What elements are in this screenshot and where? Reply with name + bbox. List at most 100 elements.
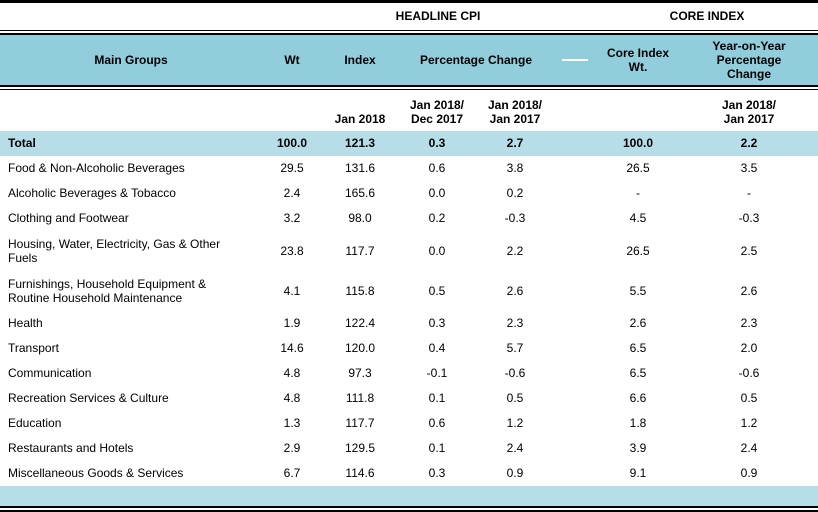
core-wt-value: 26.5 [626, 161, 650, 176]
core-wt-value: 100.0 [622, 136, 654, 151]
divider-gap [0, 31, 818, 33]
row-label: Restaurants and Hotels [8, 441, 134, 456]
table-row: Education 1.3 117.7 0.6 1.2 1.8 1.2 [0, 411, 818, 436]
table-row: Clothing and Footwear 3.2 98.0 0.2 -0.3 … [0, 206, 818, 231]
yoy-value: 2.2 [506, 243, 524, 258]
wt-value: 4.1 [283, 283, 301, 298]
row-label: Food & Non-Alcoholic Beverages [8, 161, 185, 176]
mom-value: 0.1 [428, 441, 446, 456]
core-yoy-value: 2.6 [740, 283, 758, 298]
row-label: Clothing and Footwear [8, 211, 129, 226]
index-period-subheader: Jan 2018 [334, 111, 386, 126]
table-row: Miscellaneous Goods & Services 6.7 114.6… [0, 461, 818, 486]
mom-value: 0.3 [428, 466, 446, 481]
index-value: 97.3 [348, 366, 372, 381]
row-label: Housing, Water, Electricity, Gas & Other… [8, 236, 221, 265]
yoy-value: 3.8 [506, 161, 524, 176]
core-yoy-period-subheader: Jan 2018/ Jan 2017 [721, 97, 777, 126]
mom-value: 0.0 [428, 186, 446, 201]
core-yoy-value: 2.3 [740, 316, 758, 331]
yoy-value: 0.9 [506, 466, 524, 481]
core-wt-value: 5.5 [629, 283, 647, 298]
table-row: Alcoholic Beverages & Tobacco 2.4 165.6 … [0, 181, 818, 206]
wt-value: 100.0 [276, 136, 308, 151]
row-label: Miscellaneous Goods & Services [8, 466, 184, 481]
core-yoy-value: 2.0 [740, 341, 758, 356]
table-row: Housing, Water, Electricity, Gas & Other… [0, 231, 818, 271]
wt-value: 23.8 [280, 243, 304, 258]
core-wt-value: 9.1 [629, 466, 647, 481]
index-value: 115.8 [345, 283, 375, 298]
row-label: Alcoholic Beverages & Tobacco [8, 186, 176, 201]
index-value: 117.7 [345, 243, 375, 258]
row-label: Total [8, 136, 36, 151]
wt-value: 2.4 [283, 186, 301, 201]
core-wt-value: - [636, 186, 640, 201]
core-wt-value: 2.6 [629, 316, 647, 331]
wt-value: 4.8 [283, 366, 301, 381]
index-column-header: Index [344, 52, 376, 67]
yoy-percentage-change-column-header: Year-on-Year Percentage Change [712, 38, 786, 82]
core-wt-value: 6.5 [629, 366, 647, 381]
yoy-value: 2.6 [506, 283, 524, 298]
yoy-value: -0.3 [504, 211, 526, 226]
mom-value: 0.3 [428, 136, 446, 151]
mom-value: 0.3 [428, 316, 446, 331]
wt-value: 14.6 [280, 341, 304, 356]
core-wt-value: 1.8 [629, 416, 647, 431]
wt-value: 1.3 [283, 416, 301, 431]
core-yoy-value: 0.9 [740, 466, 758, 481]
footer-band [0, 486, 818, 506]
mom-value: 0.6 [428, 416, 446, 431]
mom-value: 0.1 [428, 391, 446, 406]
core-wt-value: 6.6 [629, 391, 647, 406]
index-value: 114.6 [345, 466, 375, 481]
white-dash-icon [562, 59, 588, 61]
row-label: Recreation Services & Culture [8, 391, 169, 406]
index-value: 98.0 [348, 211, 372, 226]
period-subheader-row: Jan 2018 Jan 2018/ Dec 2017 Jan 2018/ Ja… [0, 90, 818, 131]
table-row: Furnishings, Household Equipment & Routi… [0, 271, 818, 311]
core-wt-value: 3.9 [629, 441, 647, 456]
row-label: Transport [8, 341, 59, 356]
wt-value: 3.2 [283, 211, 301, 226]
row-label: Communication [8, 366, 92, 381]
table-row-total: Total 100.0 121.3 0.3 2.7 100.0 2.2 [0, 131, 818, 156]
table-row: Food & Non-Alcoholic Beverages 29.5 131.… [0, 156, 818, 181]
mom-value: 0.0 [428, 243, 446, 258]
row-label: Health [8, 316, 43, 331]
wt-value: 2.9 [283, 441, 301, 456]
yoy-value: 1.2 [506, 416, 524, 431]
table-row: Restaurants and Hotels 2.9 129.5 0.1 2.4… [0, 436, 818, 461]
index-value: 165.6 [344, 186, 376, 201]
table-row: Health 1.9 122.4 0.3 2.3 2.6 2.3 [0, 311, 818, 336]
core-yoy-value: 2.5 [740, 243, 758, 258]
divider-line [0, 89, 818, 90]
core-wt-value: 6.5 [629, 341, 647, 356]
main-groups-column-header: Main Groups [94, 52, 168, 67]
wt-column-header: Wt [284, 52, 300, 67]
yoy-value: 2.4 [506, 441, 524, 456]
mom-value: 0.6 [428, 161, 446, 176]
wt-value: 6.7 [283, 466, 301, 481]
core-yoy-value: 2.4 [740, 441, 758, 456]
core-yoy-value: 0.5 [740, 391, 758, 406]
index-value: 120.0 [344, 341, 376, 356]
mom-value: 0.5 [428, 283, 446, 298]
divider-gap [0, 87, 818, 89]
mom-value: -0.1 [426, 366, 448, 381]
core-wt-value: 4.5 [629, 211, 647, 226]
core-yoy-value: 3.5 [740, 161, 758, 176]
yoy-value: -0.6 [504, 366, 526, 381]
group-header-row: HEADLINE CPI CORE INDEX [0, 0, 818, 31]
yoy-value: 0.5 [506, 391, 524, 406]
table-row: Transport 14.6 120.0 0.4 5.7 6.5 2.0 [0, 336, 818, 361]
mom-period-subheader: Jan 2018/ Dec 2017 [409, 97, 465, 126]
index-value: 122.4 [344, 316, 376, 331]
table-row: Communication 4.8 97.3 -0.1 -0.6 6.5 -0.… [0, 361, 818, 386]
core-yoy-value: - [747, 186, 751, 201]
yoy-value: 5.7 [506, 341, 524, 356]
core-index-group-header: CORE INDEX [669, 9, 745, 24]
mom-value: 0.2 [428, 211, 446, 226]
